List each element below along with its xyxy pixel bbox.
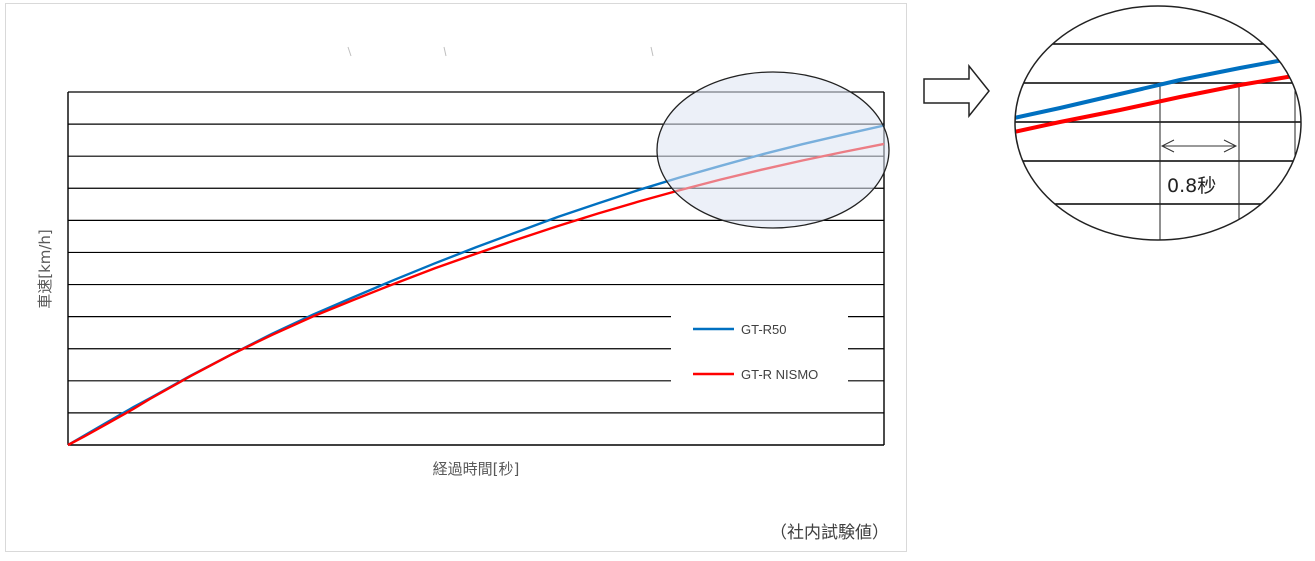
legend-label: GT-R NISMO <box>741 367 818 382</box>
chart-card: GT-R50 GT-R NISMO 車速[km/h] 経過時間[秒] （社内試験値… <box>5 3 907 552</box>
time-gap-label: 0.8秒 <box>1167 175 1216 197</box>
legend-label: GT-R50 <box>741 322 787 337</box>
zoom-series-line-gt-r-nismo <box>1015 72 1301 137</box>
time-gap-double-arrow <box>1160 139 1238 153</box>
title-fragments <box>347 46 654 57</box>
test-value-note: （社内試験値） <box>770 523 889 543</box>
legend: GT-R50 GT-R NISMO <box>693 322 818 382</box>
x-axis-label: 経過時間[秒] <box>433 460 520 478</box>
zoom-series-line-gt-r50 <box>1015 54 1301 123</box>
y-axis-label: 車速[km/h] <box>36 229 54 309</box>
zoom-inset: 0.8秒 <box>1014 5 1302 241</box>
zoom-highlight-ellipse <box>656 71 890 229</box>
zoom-series-lines <box>1015 54 1301 137</box>
acceleration-chart: GT-R50 GT-R NISMO 車速[km/h] 経過時間[秒] （社内試験値… <box>36 46 890 543</box>
right-arrow-icon <box>923 63 990 119</box>
